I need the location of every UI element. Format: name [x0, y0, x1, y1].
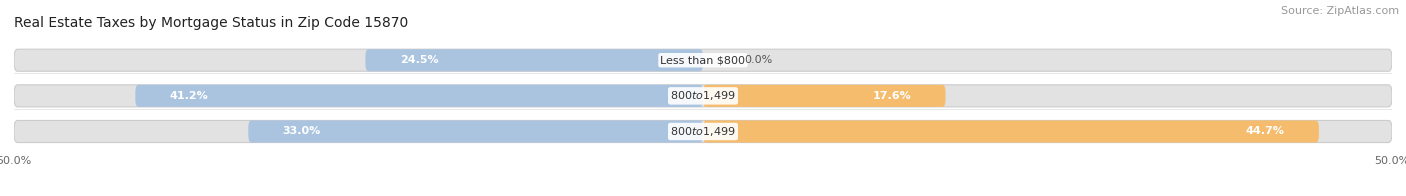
Text: $800 to $1,499: $800 to $1,499: [671, 89, 735, 102]
FancyBboxPatch shape: [14, 121, 1392, 142]
Text: $800 to $1,499: $800 to $1,499: [671, 125, 735, 138]
Text: 0.0%: 0.0%: [744, 55, 772, 65]
Text: Less than $800: Less than $800: [661, 55, 745, 65]
Text: 33.0%: 33.0%: [283, 126, 321, 136]
FancyBboxPatch shape: [249, 121, 703, 142]
FancyBboxPatch shape: [366, 49, 703, 71]
FancyBboxPatch shape: [135, 85, 703, 107]
Text: 24.5%: 24.5%: [399, 55, 439, 65]
FancyBboxPatch shape: [703, 85, 945, 107]
Text: Real Estate Taxes by Mortgage Status in Zip Code 15870: Real Estate Taxes by Mortgage Status in …: [14, 16, 408, 30]
FancyBboxPatch shape: [14, 49, 1392, 71]
Text: 44.7%: 44.7%: [1246, 126, 1285, 136]
Text: 41.2%: 41.2%: [170, 91, 208, 101]
Text: Source: ZipAtlas.com: Source: ZipAtlas.com: [1281, 6, 1399, 16]
FancyBboxPatch shape: [703, 121, 1319, 142]
FancyBboxPatch shape: [14, 85, 1392, 107]
Text: 17.6%: 17.6%: [872, 91, 911, 101]
